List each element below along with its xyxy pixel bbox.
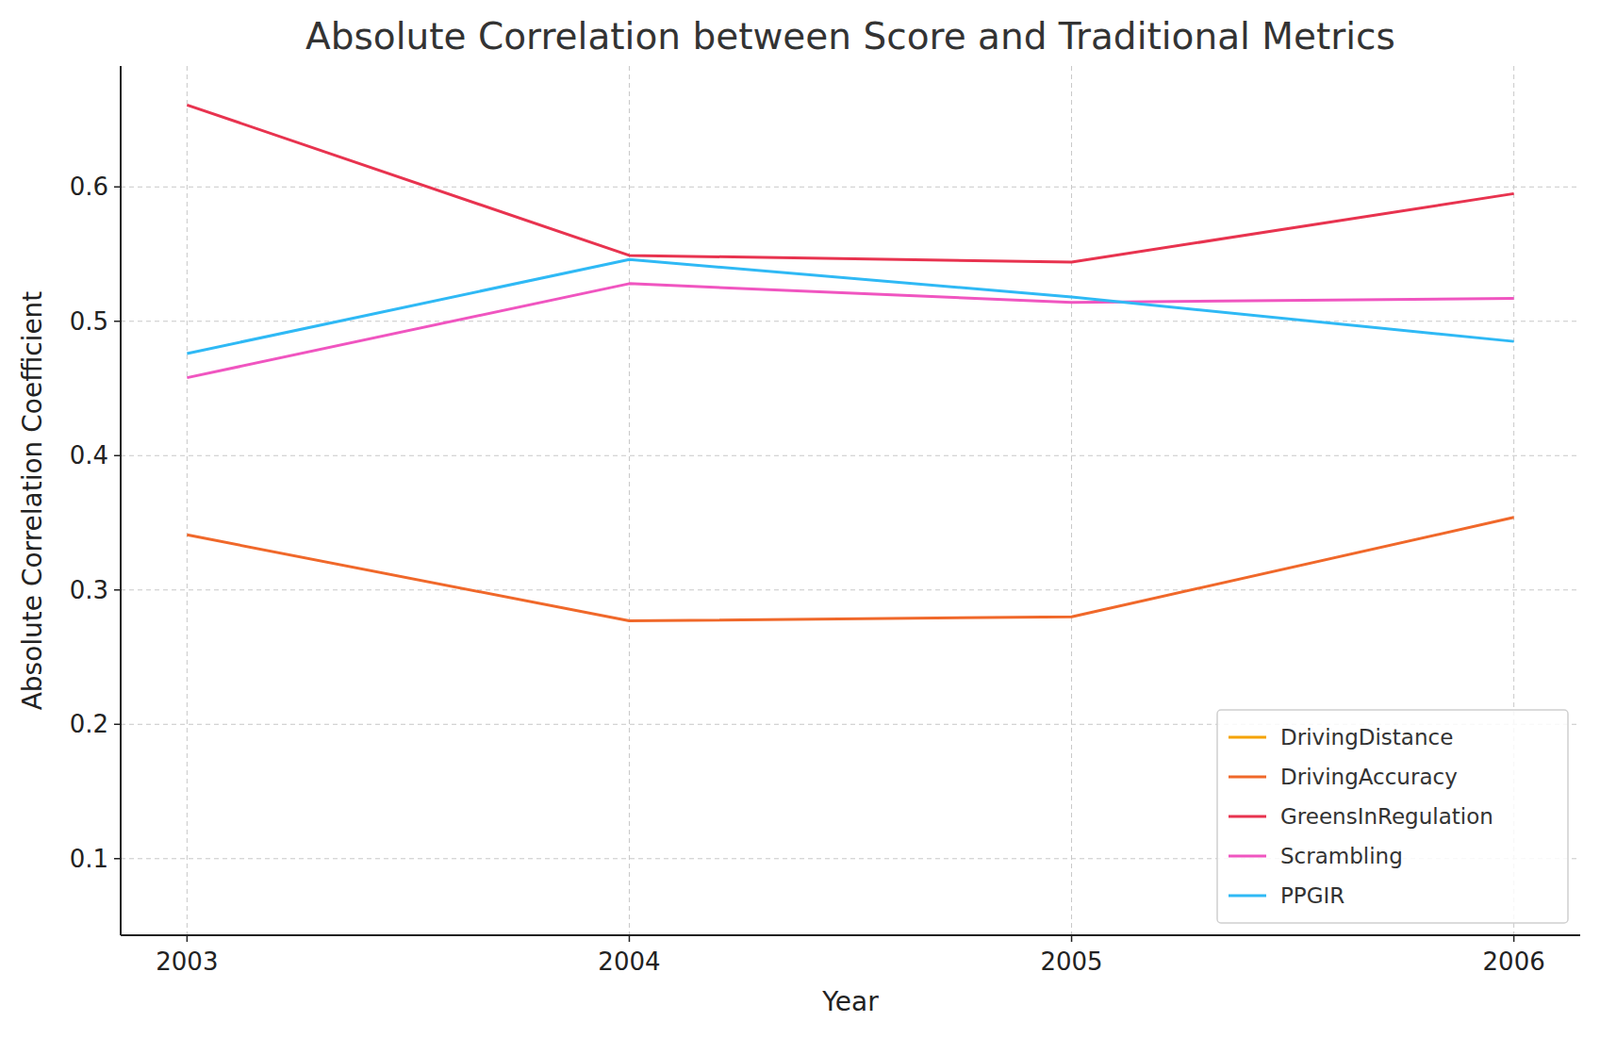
x-tick (1513, 935, 1516, 942)
grid-line (1071, 65, 1073, 936)
chart: 2003 2004 2005 2006 0.1 0.2 0.3 0.4 0.5 0.6 Absolu… (0, 0, 1600, 1038)
x-tick (186, 935, 189, 942)
y-tick-label: 0.3 (69, 576, 109, 605)
y-tick (114, 724, 121, 726)
title: Absolute Correlation between Score and T… (305, 15, 1396, 58)
legend-swatch (1228, 855, 1267, 858)
legend-label: Scrambling (1280, 843, 1403, 869)
grid-line (120, 589, 1581, 591)
legend-swatch (1228, 894, 1267, 898)
grid-line (186, 65, 188, 936)
lines (186, 104, 1514, 621)
y-tick-label: 0.1 (69, 844, 109, 874)
x-tick-label: 2003 (155, 947, 218, 976)
y-tick-label: 0.4 (69, 441, 109, 470)
legend-box (1217, 709, 1568, 924)
y-tick (114, 320, 121, 323)
x-tick (1071, 935, 1073, 942)
series-line (186, 517, 1514, 622)
legend-swatch (1228, 775, 1267, 779)
legend-label: DrivingDistance (1280, 725, 1453, 750)
x-tick-label: 2006 (1483, 947, 1546, 976)
grid (120, 65, 1581, 936)
series-line (186, 283, 1514, 379)
y-label: Absolute Correlation Coefficient (16, 291, 49, 711)
y-tick (114, 589, 121, 592)
legend-label: GreensInRegulation (1280, 804, 1494, 829)
y-tick (114, 455, 121, 458)
x-tick (628, 935, 631, 942)
x-axis (120, 934, 1581, 937)
series-line (186, 104, 1514, 263)
legend-swatch (1228, 736, 1267, 740)
grid-line (120, 186, 1581, 188)
series-line (186, 259, 1514, 354)
x-label: Year (821, 986, 879, 1018)
legend-swatch (1228, 815, 1267, 819)
x-tick-label: 2005 (1039, 947, 1103, 976)
grid-line (120, 455, 1581, 457)
x-tick-label: 2004 (597, 947, 660, 976)
y-axis (119, 65, 122, 936)
y-tick-label: 0.6 (69, 172, 109, 201)
grid-line (628, 65, 630, 936)
legend-label: PPGIR (1280, 883, 1345, 908)
legend: DrivingDistance DrivingAccuracy GreensInRe… (1217, 709, 1568, 924)
y-tick (114, 857, 121, 860)
y-tick-label: 0.5 (69, 307, 109, 336)
y-tick (114, 186, 121, 189)
legend-label: DrivingAccuracy (1280, 764, 1458, 790)
y-tick-label: 0.2 (69, 709, 109, 739)
